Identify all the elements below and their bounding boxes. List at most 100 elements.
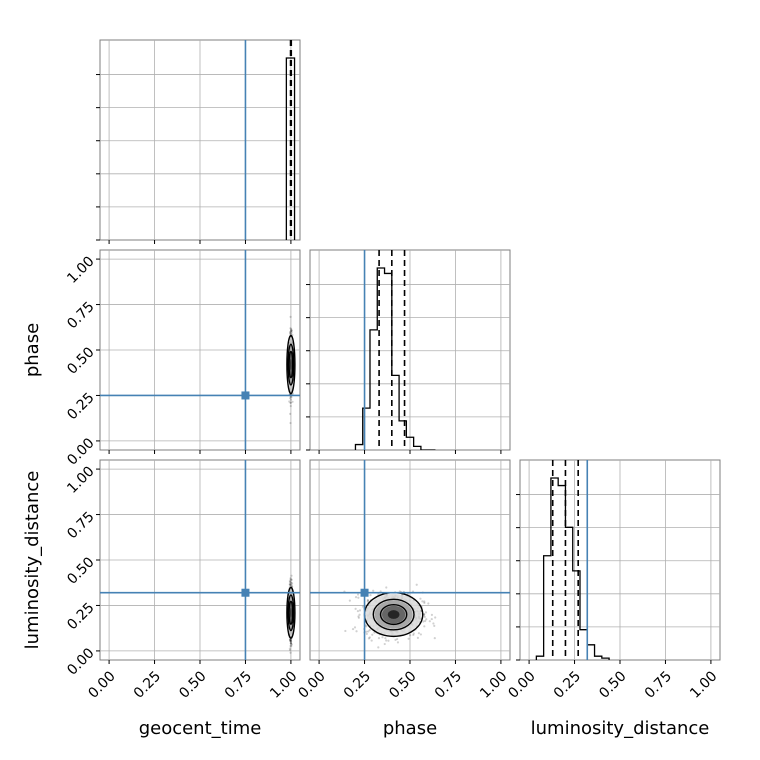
sample-point <box>289 651 292 654</box>
sample-point <box>372 589 375 592</box>
panel-content <box>100 40 300 240</box>
y-axis-label-phase: phase <box>22 323 43 377</box>
sample-point <box>385 639 388 642</box>
sample-point <box>357 616 360 619</box>
sample-point <box>354 607 357 610</box>
sample-point <box>394 638 397 641</box>
density-level <box>290 607 292 618</box>
histogram-luminosity_distance <box>535 477 610 660</box>
sample-point <box>357 596 360 599</box>
y-tick-label: 1.00 <box>64 253 97 286</box>
x-axis-label-luminosity_distance: luminosity_distance <box>531 718 710 739</box>
sample-point <box>290 581 293 585</box>
sample-point <box>290 327 293 331</box>
sample-point <box>288 331 292 335</box>
sample-point <box>412 632 415 635</box>
sample-point <box>367 630 370 633</box>
sample-point <box>289 332 292 335</box>
sample-point <box>385 586 388 589</box>
sample-point <box>422 614 426 617</box>
sample-point <box>365 625 368 628</box>
sample-point <box>396 641 400 644</box>
panel-content <box>100 460 300 660</box>
sample-point <box>351 627 355 631</box>
sample-point <box>288 647 292 650</box>
sample-point <box>290 578 293 581</box>
sample-point <box>430 617 433 621</box>
sample-point <box>289 401 292 404</box>
panel-phase-vs-phase <box>306 249 511 454</box>
sample-point <box>289 396 292 400</box>
sample-point <box>384 637 387 640</box>
sample-point <box>289 332 292 335</box>
sample-point <box>289 401 292 404</box>
sample-point <box>289 330 292 333</box>
panel-luminosity_distance-vs-geocent_time: 0.00 0.25 0.50 0.75 1.00 0.00 0.25 0.50 0.75 1.00 <box>64 459 301 702</box>
sample-point <box>433 637 436 640</box>
sample-point <box>290 582 294 585</box>
y-tick-label: 0.25 <box>64 390 97 423</box>
sample-point <box>366 600 369 603</box>
sample-point <box>289 639 292 642</box>
sample-point <box>366 599 370 602</box>
truth-marker <box>241 391 250 400</box>
y-tick-label: 0.75 <box>64 299 97 332</box>
density-contour <box>287 343 295 386</box>
sample-point <box>366 599 369 602</box>
histogram-geocent_time <box>285 57 296 240</box>
sample-point <box>288 648 292 652</box>
sample-point <box>289 421 292 425</box>
sample-point <box>425 618 428 621</box>
sample-point <box>290 578 293 582</box>
sample-point <box>377 636 381 640</box>
sample-point <box>423 615 426 619</box>
sample-point <box>423 625 426 628</box>
sample-point <box>289 640 293 643</box>
sample-point <box>288 400 291 403</box>
panel-luminosity_distance-vs-phase: 0.00 0.25 0.50 0.75 1.00 <box>295 459 511 702</box>
sample-point <box>289 642 293 645</box>
sample-point <box>369 594 372 597</box>
sample-point <box>290 643 293 646</box>
sample-point <box>289 404 292 408</box>
sample-point <box>355 630 358 633</box>
x-axis-label-phase: phase <box>383 718 437 739</box>
sample-point <box>365 630 368 633</box>
sample-point <box>423 601 426 604</box>
sample-point <box>288 579 291 583</box>
y-axis-label-luminosity_distance: luminosity_distance <box>22 471 43 650</box>
panel-content <box>520 460 720 660</box>
sample-point <box>383 642 386 646</box>
sample-point <box>421 600 424 603</box>
sample-point <box>354 596 358 599</box>
sample-point <box>289 315 292 319</box>
sample-point <box>381 636 384 639</box>
sample-point <box>412 633 415 637</box>
y-tick-label: 0.25 <box>64 600 97 633</box>
x-tick-label: 0.75 <box>642 668 675 701</box>
sample-point <box>289 581 292 584</box>
panel-phase-vs-geocent_time: 0.00 0.25 0.50 0.75 1.00 <box>64 249 301 469</box>
sample-point <box>290 329 293 332</box>
sample-point <box>416 636 420 640</box>
density-contour <box>287 594 295 632</box>
sample-point <box>371 633 374 636</box>
sample-point <box>289 639 292 642</box>
sample-point <box>290 574 293 577</box>
sample-point <box>290 328 293 331</box>
x-tick-label: 0.75 <box>432 668 465 701</box>
sample-point <box>434 616 437 619</box>
sample-point <box>370 639 373 642</box>
sample-point <box>387 639 390 642</box>
sample-point <box>288 583 291 586</box>
density-contour <box>379 604 408 626</box>
sample-point <box>344 629 347 633</box>
sample-point <box>289 412 292 415</box>
y-tick-label: 0.75 <box>64 509 97 542</box>
truth-marker <box>360 588 369 597</box>
sample-point <box>415 583 418 586</box>
sample-point <box>290 329 293 333</box>
sample-point <box>289 330 292 333</box>
sample-point <box>358 613 361 616</box>
